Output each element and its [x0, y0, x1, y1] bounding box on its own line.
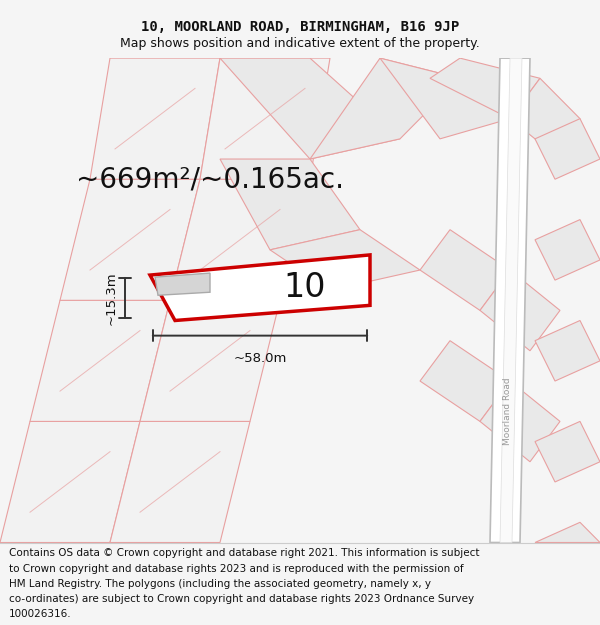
Text: ~15.3m: ~15.3m: [104, 271, 118, 324]
Polygon shape: [420, 229, 510, 311]
Text: 100026316.: 100026316.: [9, 609, 71, 619]
Polygon shape: [490, 58, 530, 542]
Text: ~58.0m: ~58.0m: [233, 352, 287, 365]
Polygon shape: [30, 300, 170, 421]
Polygon shape: [535, 321, 600, 381]
Polygon shape: [380, 58, 510, 139]
Polygon shape: [535, 421, 600, 482]
Polygon shape: [535, 522, 600, 542]
Polygon shape: [220, 159, 360, 250]
Polygon shape: [430, 58, 540, 119]
Polygon shape: [170, 179, 310, 300]
Polygon shape: [480, 381, 560, 462]
Text: 10: 10: [284, 271, 326, 304]
Text: to Crown copyright and database rights 2023 and is reproduced with the permissio: to Crown copyright and database rights 2…: [9, 564, 464, 574]
Text: Moorland Road: Moorland Road: [503, 378, 512, 445]
Polygon shape: [150, 255, 370, 321]
Text: Map shows position and indicative extent of the property.: Map shows position and indicative extent…: [120, 38, 480, 50]
Text: 10, MOORLAND ROAD, BIRMINGHAM, B16 9JP: 10, MOORLAND ROAD, BIRMINGHAM, B16 9JP: [141, 20, 459, 34]
Polygon shape: [60, 179, 200, 300]
Polygon shape: [220, 58, 400, 159]
Polygon shape: [155, 273, 210, 295]
Text: Contains OS data © Crown copyright and database right 2021. This information is : Contains OS data © Crown copyright and d…: [9, 548, 479, 558]
Polygon shape: [500, 58, 522, 542]
Polygon shape: [535, 119, 600, 179]
Polygon shape: [480, 270, 560, 351]
Polygon shape: [310, 58, 460, 159]
Text: HM Land Registry. The polygons (including the associated geometry, namely x, y: HM Land Registry. The polygons (includin…: [9, 579, 431, 589]
Polygon shape: [110, 421, 250, 542]
Polygon shape: [270, 229, 420, 290]
Polygon shape: [535, 219, 600, 280]
Polygon shape: [200, 58, 330, 179]
Polygon shape: [0, 421, 140, 542]
Polygon shape: [510, 78, 580, 159]
Text: co-ordinates) are subject to Crown copyright and database rights 2023 Ordnance S: co-ordinates) are subject to Crown copyr…: [9, 594, 474, 604]
Polygon shape: [420, 341, 510, 421]
Polygon shape: [90, 58, 220, 179]
Text: ~669m²/~0.165ac.: ~669m²/~0.165ac.: [76, 165, 344, 193]
Polygon shape: [140, 300, 280, 421]
